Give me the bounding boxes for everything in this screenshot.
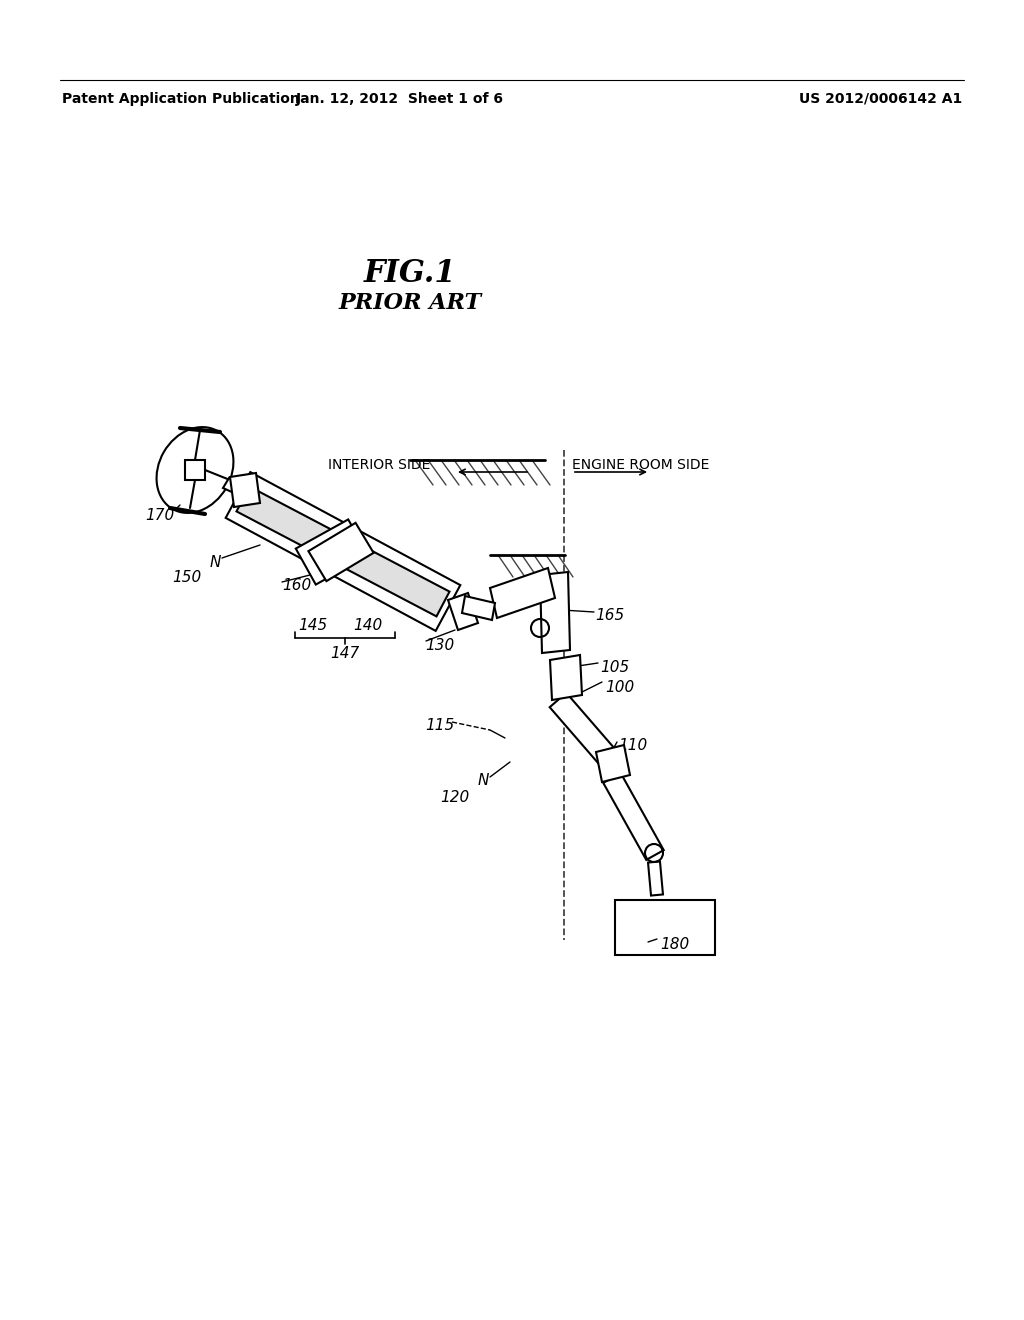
Text: 130: 130 — [425, 638, 455, 653]
Polygon shape — [550, 655, 582, 700]
Text: ENGINE ROOM SIDE: ENGINE ROOM SIDE — [572, 458, 710, 473]
Polygon shape — [490, 568, 555, 618]
Polygon shape — [615, 900, 715, 954]
Polygon shape — [596, 744, 630, 781]
Text: 115: 115 — [425, 718, 455, 733]
Polygon shape — [603, 774, 664, 859]
Polygon shape — [296, 520, 369, 585]
Text: 140: 140 — [353, 618, 383, 634]
Polygon shape — [237, 487, 450, 616]
Text: N: N — [210, 554, 221, 570]
Text: 165: 165 — [595, 609, 625, 623]
Text: 145: 145 — [298, 618, 328, 634]
Text: 170: 170 — [145, 508, 174, 523]
Text: FIG.1: FIG.1 — [364, 257, 457, 289]
Text: PRIOR ART: PRIOR ART — [339, 292, 481, 314]
Text: US 2012/0006142 A1: US 2012/0006142 A1 — [799, 92, 962, 106]
Text: N: N — [478, 774, 489, 788]
Polygon shape — [308, 523, 374, 581]
Text: 120: 120 — [440, 789, 470, 805]
Text: 147: 147 — [331, 645, 359, 661]
Text: 180: 180 — [660, 937, 689, 952]
Text: 150: 150 — [172, 570, 202, 585]
Polygon shape — [185, 459, 205, 480]
Polygon shape — [225, 473, 461, 631]
Text: Patent Application Publication: Patent Application Publication — [62, 92, 300, 106]
Polygon shape — [223, 478, 250, 498]
Polygon shape — [550, 693, 618, 767]
Polygon shape — [462, 597, 495, 620]
Text: 110: 110 — [618, 738, 647, 752]
Polygon shape — [230, 473, 260, 507]
Text: Jan. 12, 2012  Sheet 1 of 6: Jan. 12, 2012 Sheet 1 of 6 — [296, 92, 504, 106]
Polygon shape — [648, 862, 663, 895]
Polygon shape — [449, 593, 478, 630]
Text: INTERIOR SIDE: INTERIOR SIDE — [328, 458, 430, 473]
Polygon shape — [540, 572, 570, 653]
Text: 100: 100 — [605, 680, 634, 696]
Text: 160: 160 — [282, 578, 311, 593]
Text: 105: 105 — [600, 660, 630, 675]
